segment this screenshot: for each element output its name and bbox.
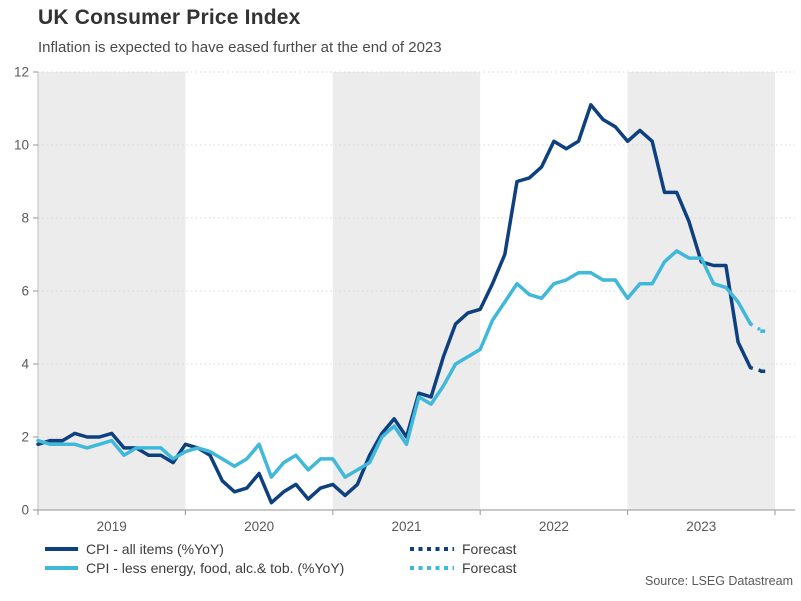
legend-label-forecast-cpi-all: Forecast <box>462 541 517 557</box>
x-tick-label: 2019 <box>97 519 127 534</box>
legend-swatch-cpi-core-dotted <box>410 566 454 570</box>
legend-item-cpi-all: CPI - all items (%YoY) <box>45 540 224 558</box>
x-tick-label: 2020 <box>244 519 274 534</box>
legend-item-forecast-cpi-core: Forecast <box>410 559 516 577</box>
source-attribution: Source: LSEG Datastream <box>645 574 793 588</box>
chart-title: UK Consumer Price Index <box>38 6 301 29</box>
forecast-point-cpi-core <box>760 329 766 333</box>
forecast-segment-cpi-core <box>749 322 764 333</box>
legend-swatch-cpi-all-dotted <box>410 547 454 551</box>
y-axis-labels: 0 2 4 6 8 10 12 <box>14 65 30 518</box>
axes <box>33 71 795 515</box>
y-tick-label: 8 <box>21 211 29 226</box>
x-tick-label: 2021 <box>391 519 421 534</box>
legend-label-cpi-all: CPI - all items (%YoY) <box>86 541 224 557</box>
series-line-cpi-all <box>36 103 753 505</box>
x-tick-label: 2022 <box>539 519 569 534</box>
legend-label-forecast-cpi-core: Forecast <box>462 560 517 576</box>
y-tick-label: 12 <box>14 65 29 80</box>
y-tick-label: 2 <box>21 430 29 445</box>
forecast-point-cpi-all <box>760 369 766 374</box>
legend-swatch-cpi-core-solid <box>45 566 78 570</box>
legend-swatch-cpi-all-solid <box>45 547 78 551</box>
chart-subtitle: Inflation is expected to have eased furt… <box>38 39 442 56</box>
y-tick-label: 10 <box>14 138 29 153</box>
legend-item-forecast-cpi-all: Forecast <box>410 540 516 558</box>
y-tick-label: 4 <box>21 357 29 372</box>
y-tick-label: 6 <box>21 284 29 299</box>
legend-label-cpi-core: CPI - less energy, food, alc.& tob. (%Yo… <box>86 560 345 576</box>
x-axis-labels: 2019 2020 2021 2022 2023 <box>97 519 717 534</box>
series-line-cpi-core <box>36 249 753 479</box>
y-tick-label: 0 <box>21 503 29 518</box>
legend-item-cpi-core: CPI - less energy, food, alc.& tob. (%Yo… <box>45 559 344 577</box>
gridlines <box>38 71 795 438</box>
x-tick-label: 2023 <box>686 519 716 534</box>
